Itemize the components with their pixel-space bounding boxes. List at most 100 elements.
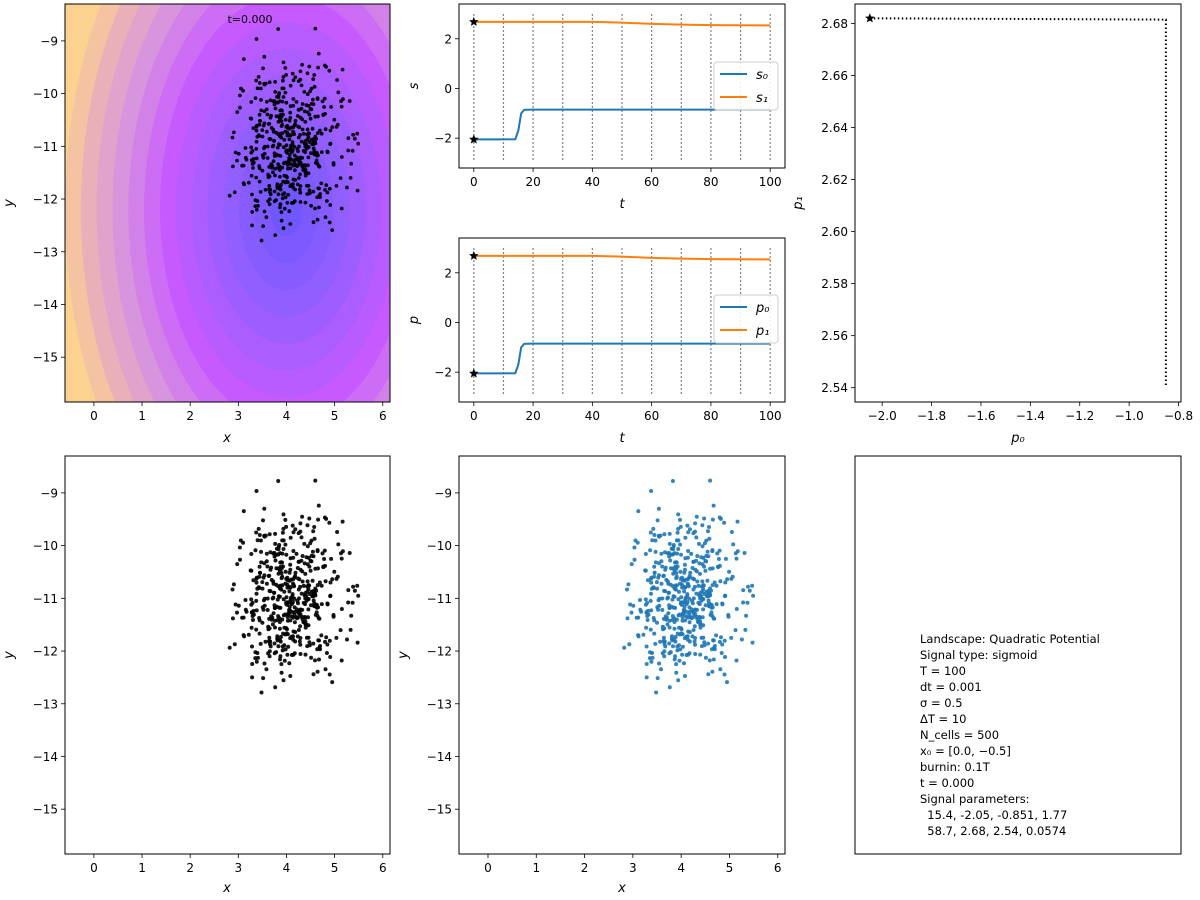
cell-point [279,108,284,113]
cell-point [264,667,269,672]
cell-point [262,506,267,511]
cell-point [703,568,708,573]
cells-blue-axes: 0 1 2 3 4 5 6 −9 −10 −11 −12 −13 −14 −15 x y [396,455,786,896]
cell-point [328,142,333,147]
cell-point [264,99,269,104]
cell-point [300,156,305,160]
cell-point [272,641,277,646]
cell-point [672,620,677,624]
cell-point [679,552,683,557]
cell-point [676,512,681,517]
cell-point [260,128,265,133]
cell-point [692,614,696,619]
info-line-10: Signal parameters: [920,792,1030,806]
cell-point [318,195,322,200]
cell-point [300,607,305,612]
cell-point [276,552,281,557]
cell-point [235,110,240,114]
cell-point [659,581,664,586]
cell-point [276,614,281,619]
cell-point [298,133,302,137]
y-tick-label: 2 [444,266,452,280]
y-tick-label: 2.60 [821,225,848,239]
cell-point [638,598,642,602]
cell-point [273,173,277,178]
cell-point [705,594,709,599]
cell-point [690,601,695,606]
cells-blue-xlabel: x [617,881,626,896]
x-tick-label: 20 [525,409,540,423]
cell-point [261,676,266,681]
cell-point [626,582,631,587]
cell-point [328,203,333,207]
cell-point [673,586,678,591]
cell-point [254,78,259,83]
phase-ylabel: p₁ [791,196,806,210]
cell-point [273,625,277,630]
cell-point [311,220,316,225]
cell-point [313,658,317,663]
cell-point [237,545,242,550]
cell-point [652,533,657,537]
cell-point [310,549,315,554]
cell-point [645,614,650,618]
x-tick-label: 2 [186,409,194,423]
cell-point [706,641,711,646]
cell-point [298,624,303,629]
cell-point [660,564,665,569]
cell-point [307,191,312,196]
cell-point [295,114,300,118]
cell-point [622,645,627,650]
cell-point [646,578,650,583]
cell-point [329,105,333,109]
cell-point [657,534,662,539]
cell-point [686,549,691,553]
cell-point [723,655,727,659]
cell-point [331,162,336,167]
cell-point [288,600,293,605]
cell-point [309,203,313,208]
cell-point [696,600,701,605]
cell-point [678,581,683,586]
cell-point [280,131,285,136]
cell-point [289,162,294,167]
cell-point [277,168,282,172]
cell-point [293,187,297,192]
cell-point [751,593,756,598]
cell-point [294,163,299,168]
cell-point [655,620,659,625]
cell-point [287,661,292,666]
cell-point [260,134,265,139]
cell-point [734,556,739,561]
cell-point [314,136,319,141]
cell-point [313,478,318,483]
y-tick-label: −10 [427,539,452,553]
cell-point [280,644,285,649]
cell-point [666,611,671,616]
cell-point [309,86,314,91]
cell-point [256,75,261,79]
cell-point [655,676,660,681]
cell-point [250,158,254,163]
cell-point [271,159,276,164]
cell-point [267,649,272,654]
cell-point [250,600,255,605]
cell-point [302,90,307,94]
cell-point [350,148,355,153]
cell-point [330,125,335,130]
cells-black-xlabel: x [222,881,231,896]
cell-point [295,182,300,187]
cell-point [664,617,669,622]
cell-point [295,634,300,639]
cell-point [311,672,316,677]
x-tick-label: 5 [726,861,734,875]
cell-point [297,577,302,582]
cell-point [661,574,666,578]
cell-point [281,631,286,636]
cell-point [317,657,321,662]
cell-point [719,651,724,655]
cell-point [264,215,269,220]
params-series [469,250,771,378]
cell-point [649,608,654,613]
cell-point [303,173,308,178]
